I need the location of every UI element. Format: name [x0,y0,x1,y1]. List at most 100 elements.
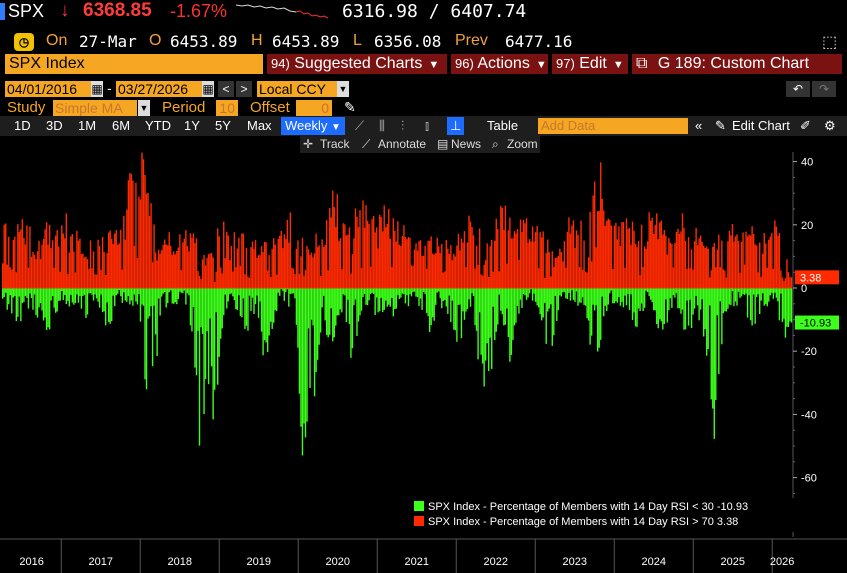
end-date-input[interactable]: 03/27/2026 [116,81,202,97]
bar-rsi-below-30 [439,288,441,299]
bar-rsi-below-30 [135,288,137,302]
chevron-down-icon[interactable]: ▼ [138,100,150,116]
bar-rsi-below-30 [310,288,313,320]
next-period-icon[interactable]: > [236,81,252,97]
bar-rsi-below-30 [112,288,114,296]
bar-rsi-above-70 [185,230,187,288]
suggested-charts-menu[interactable]: 94) Suggested Charts ▼ [267,54,447,74]
security-field[interactable]: SPX Index [5,54,263,74]
bar-rsi-below-30 [755,288,758,297]
edit-chart-button[interactable]: Edit Chart [732,118,790,133]
bar-rsi-above-70 [366,220,369,288]
bar-rsi-below-30 [460,288,463,339]
news-tool[interactable]: News [451,137,482,151]
bar-chart-icon[interactable]: ⫼ [379,118,385,133]
bar-rsi-below-30 [498,288,500,295]
frequency-select[interactable]: Weekly ▼ [281,117,345,135]
bar-rsi-below-30 [615,288,617,302]
ticker-symbol[interactable]: SPX [8,1,45,21]
track-tool[interactable]: Track [320,137,350,151]
bar-rsi-below-30 [646,288,649,293]
bar-rsi-above-70 [111,238,113,288]
last-value-labels: 3.38 -10.93 [795,270,839,330]
period-1m[interactable]: 1M [78,118,97,133]
bar-rsi-below-30 [484,288,487,361]
bar-rsi-above-70 [318,245,320,288]
line-chart-icon[interactable]: ⟋ [355,118,365,133]
bar-rsi-below-30 [230,288,233,294]
period-ytd[interactable]: YTD [145,118,171,133]
bar-rsi-below-30 [383,288,385,310]
currency-select[interactable]: Local CCY [257,81,337,97]
chart-tools: ✛ Track ⟋ Annotate ▤ News ⌕ Zoom [0,136,847,154]
edit-menu[interactable]: 97) Edit ▼ [552,54,628,74]
start-date-input[interactable]: 04/01/2016 [5,81,91,97]
bar-rsi-below-30 [183,288,186,291]
bar-rsi-above-70 [29,226,31,288]
bar-rsi-below-30 [283,288,285,301]
offset-input[interactable]: 0 [296,100,332,116]
bar-rsi-below-30 [324,288,326,321]
bar-rsi-above-70 [118,243,120,288]
period-input[interactable]: 10 [216,100,238,116]
zoom-tool[interactable]: Zoom [507,137,538,151]
customize-icon[interactable]: ✐ [800,118,811,133]
bar-rsi-above-70 [606,220,608,288]
x-tick-label: 2023 [563,556,587,568]
bar-rsi-above-70 [101,236,104,288]
annotate-tool[interactable]: Annotate [378,137,427,151]
bar-rsi-below-30 [386,288,388,307]
bar-rsi-above-70 [618,226,620,288]
bar-rsi-below-30 [769,288,771,296]
bar-rsi-above-70 [574,248,576,288]
prev-period-icon[interactable]: < [218,81,234,97]
bar-rsi-below-30 [348,288,351,324]
bar-rsi-below-30 [734,288,737,302]
bar-rsi-above-70 [474,268,476,288]
collapse-icon[interactable]: « [695,118,703,133]
bar-rsi-below-30 [743,288,746,295]
x-tick-label: 2018 [168,556,192,568]
resize-icon[interactable]: ⬚ [822,34,838,51]
period-5y[interactable]: 5Y [215,118,231,133]
calendar-icon[interactable]: ▦ [202,81,214,97]
bar-rsi-above-70 [557,255,560,288]
gear-icon[interactable]: ⚙ [824,118,836,133]
table-button[interactable]: Table [487,118,519,133]
legend-entry-rsi-below-30[interactable]: SPX Index - Percentage of Members with 1… [414,500,748,514]
actions-menu[interactable]: 96) Actions ▼ [451,54,548,74]
period-max[interactable]: Max [247,118,272,133]
undo-icon[interactable]: ↶ [786,81,810,97]
calendar-icon[interactable]: ▦ [91,81,103,97]
bar-rsi-above-70 [170,245,172,288]
bar-rsi-below-30 [6,288,8,310]
legend-entry-rsi-above-70[interactable]: SPX Index - Percentage of Members with 1… [414,515,738,529]
clock-icon[interactable]: ◷ [14,33,34,51]
bar-rsi-below-30 [145,288,148,390]
ohlc-chart-icon[interactable]: ⫶ [401,118,405,133]
pencil-icon[interactable]: ✎ [344,99,356,115]
bar-rsi-above-70 [433,254,435,288]
period-1d[interactable]: 1D [14,118,31,133]
bar-rsi-above-70 [428,240,431,288]
chevron-down-icon[interactable]: ▼ [337,81,349,97]
period-6m[interactable]: 6M [112,118,131,133]
bar-rsi-below-30 [459,288,461,305]
bar-rsi-below-30 [631,288,634,321]
redo-icon[interactable]: ↷ [812,81,836,97]
bar-rsi-above-70 [94,274,96,288]
histogram-chart-icon[interactable]: ⊥ [447,117,465,135]
bar-rsi-below-30 [47,288,49,328]
candle-chart-icon[interactable]: ⫾ [425,118,430,133]
period-3d[interactable]: 3D [46,118,63,133]
add-data-input[interactable]: Add Data [538,118,688,134]
study-select[interactable]: Simple MA [53,100,137,116]
bar-rsi-above-70 [421,255,423,288]
bar-rsi-above-70 [342,223,345,288]
bar-rsi-below-30 [206,288,208,332]
bar-rsi-below-30 [736,288,738,306]
period-1y[interactable]: 1Y [184,118,200,133]
bar-rsi-above-70 [236,248,239,288]
custom-chart-menu[interactable]: ⧉ G 189: Custom Chart [632,54,842,74]
